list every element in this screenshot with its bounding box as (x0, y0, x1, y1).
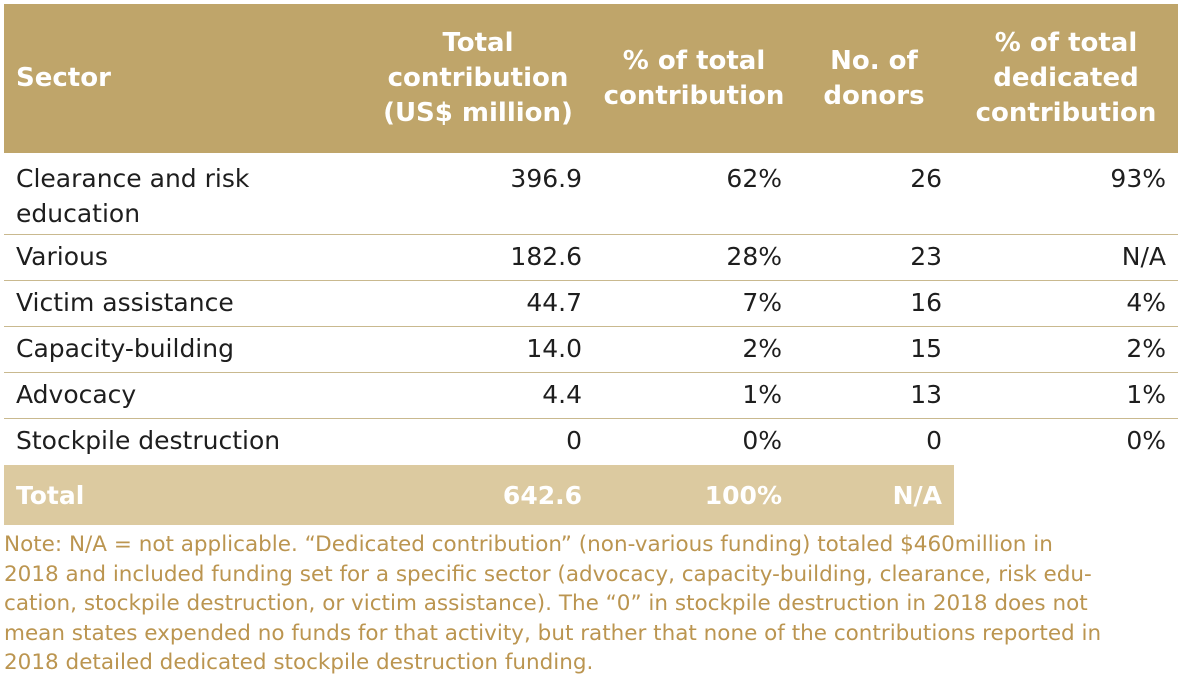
table-row: Advocacy 4.4 1% 13 1% (4, 373, 1178, 419)
table-note: Note: N/A = not applicable. “Dedicated c… (4, 530, 1180, 678)
header-line: No. of (830, 45, 918, 76)
cell-donors: 13 (910, 380, 942, 409)
cell-pct: 1% (742, 380, 782, 409)
cell-sector: Advocacy (16, 380, 137, 409)
note-line: 2018 and included funding set for a spec… (4, 561, 1092, 587)
cell-dedicated: 93% (1110, 164, 1166, 193)
cell-dedicated: 1% (1126, 380, 1166, 409)
total-pct-value: 100% (594, 465, 794, 525)
header-line: Sector (16, 63, 111, 93)
note-line: cation, stockpile destruction, or victim… (4, 591, 1088, 616)
total-empty-cell (954, 465, 1178, 525)
cell-sector: Capacity-building (16, 334, 234, 363)
cell-sector: Victim assistance (16, 288, 234, 317)
cell-pct: 7% (742, 288, 782, 317)
cell-sector: Stockpile destruction (16, 426, 281, 455)
header-line: contribution (975, 98, 1157, 128)
cell-sector: Various (16, 242, 108, 271)
cell-dedicated: 0% (1126, 426, 1166, 455)
header-line: % of total (622, 45, 766, 76)
cell-pct: 62% (726, 164, 782, 193)
note-line: mean states expended no funds for that a… (4, 620, 1102, 646)
header-donors: No. of donors (794, 44, 954, 114)
note-line: Note: N/A = not applicable. “Dedicated c… (4, 532, 1053, 557)
cell-sector: Clearance and risk education (4, 153, 362, 231)
header-pct-total: % of total contribution (594, 44, 794, 114)
cell-donors: 0 (926, 426, 942, 455)
header-line: Total (442, 28, 514, 58)
cell-pct: 0% (742, 426, 782, 455)
cell-total: 396.9 (510, 164, 582, 193)
cell-pct: 2% (742, 334, 782, 363)
cell-pct: 28% (726, 242, 782, 271)
cell-total: 182.6 (510, 242, 582, 271)
table-row: Victim assistance 44.7 7% 16 4% (4, 281, 1178, 327)
header-pct-dedicated: % of total dedicated contribution (954, 26, 1178, 131)
header-line: contribution (387, 63, 569, 93)
table-row: Various 182.6 28% 23 N/A (4, 235, 1178, 281)
cell-donors: 26 (910, 164, 942, 193)
table-row: Clearance and risk education 396.9 62% 2… (4, 153, 1178, 235)
cell-dedicated: N/A (1121, 242, 1166, 271)
table-header-row: Sector Total contribution (US$ million) … (4, 4, 1178, 153)
sector-line: Clearance and risk (16, 164, 250, 193)
cell-total: 0 (566, 426, 582, 455)
cell-donors: 15 (910, 334, 942, 363)
header-total-contribution: Total contribution (US$ million) (362, 26, 594, 131)
total-donors-value: N/A (794, 465, 954, 525)
total-row: Total 642.6 100% N/A (4, 465, 1178, 525)
sector-line: education (16, 199, 141, 228)
header-line: % of total (994, 28, 1138, 58)
table-row: Stockpile destruction 0 0% 0 0% (4, 419, 1178, 465)
cell-dedicated: 2% (1126, 334, 1166, 363)
table-row: Capacity-building 14.0 2% 15 2% (4, 327, 1178, 373)
cell-dedicated: 4% (1126, 288, 1166, 317)
note-line: 2018 detailed dedicated stockpile destru… (4, 650, 594, 675)
header-line: (US$ million) (383, 98, 573, 128)
cell-donors: 23 (910, 242, 942, 271)
cell-total: 14.0 (526, 334, 582, 363)
header-line: donors (823, 80, 925, 111)
cell-donors: 16 (910, 288, 942, 317)
total-contribution-value: 642.6 (362, 465, 594, 525)
header-sector: Sector (4, 61, 362, 96)
header-line: contribution (603, 80, 785, 111)
contributions-table: Sector Total contribution (US$ million) … (4, 4, 1178, 525)
cell-total: 4.4 (542, 380, 582, 409)
total-label: Total (4, 465, 362, 525)
cell-total: 44.7 (526, 288, 582, 317)
header-line: dedicated (993, 63, 1139, 93)
